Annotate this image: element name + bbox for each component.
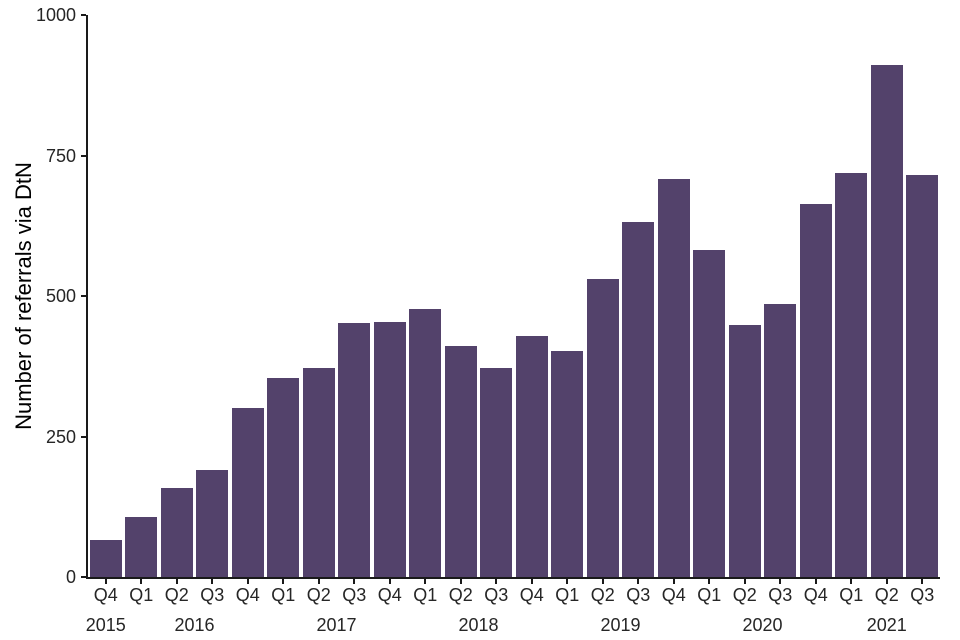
- bar-q3-2019: [622, 222, 655, 577]
- x-tick-label: Q2: [732, 585, 757, 605]
- bar-q4-2016: [231, 407, 264, 577]
- x-axis-tick: [779, 579, 782, 584]
- x-axis-tick: [672, 579, 675, 584]
- x-axis-tick: [921, 579, 924, 584]
- bar-q1-2020: [693, 250, 726, 577]
- bar-q2-2018: [444, 346, 477, 577]
- x-axis-tick: [885, 579, 888, 584]
- bar-q3-2020: [764, 304, 797, 577]
- x-tick-label: Q3: [910, 585, 935, 605]
- x-axis-tick: [814, 579, 817, 584]
- x-tick-label: Q1: [271, 585, 296, 605]
- bar-q1-2018: [409, 308, 442, 577]
- x-axis-tick: [495, 579, 498, 584]
- y-axis-tick: [81, 435, 86, 438]
- x-tick-label: Q4: [519, 585, 544, 605]
- bar-q3-2021: [906, 174, 939, 577]
- x-tick-label: Q2: [164, 585, 189, 605]
- x-tick-label: Q4: [93, 585, 118, 605]
- x-axis-tick: [317, 579, 320, 584]
- x-axis-year-labels: 2015 2016 2017 2018 2019 2020 2021: [85, 614, 940, 636]
- bar-q2-2021: [870, 65, 903, 577]
- y-axis-tick: [81, 154, 86, 157]
- bar-q2-2016: [160, 488, 193, 577]
- x-tick-label: Q2: [448, 585, 473, 605]
- x-axis-tick: [282, 579, 285, 584]
- x-axis-tick: [530, 579, 533, 584]
- y-axis-labels: 0 250 500 750 1000: [0, 5, 79, 587]
- x-axis-tick: [388, 579, 391, 584]
- x-axis-line: [86, 577, 940, 579]
- bar-q2-2019: [586, 279, 619, 577]
- x-tick-label: Q3: [626, 585, 651, 605]
- y-tick-label: 500: [45, 286, 76, 306]
- x-axis-tick: [424, 579, 427, 584]
- bar-q4-2019: [657, 178, 690, 577]
- bar-q3-2017: [338, 322, 371, 577]
- x-tick-label: Q1: [697, 585, 722, 605]
- x-tick-label: Q1: [555, 585, 580, 605]
- bar-q4-2020: [799, 203, 832, 577]
- y-axis-tick: [81, 295, 86, 297]
- x-tick-label: Q1: [129, 585, 154, 605]
- plot-area: [81, 14, 940, 584]
- x-axis-tick: [601, 579, 604, 584]
- year-label-2016: 2016: [174, 615, 215, 635]
- bar-q3-2018: [480, 367, 513, 577]
- x-axis-tick: [175, 579, 178, 584]
- y-axis-line: [86, 15, 88, 579]
- year-label-2020: 2020: [742, 615, 783, 635]
- bar-q2-2020: [728, 325, 761, 577]
- x-tick-label: Q1: [839, 585, 864, 605]
- x-tick-label: Q3: [342, 585, 367, 605]
- x-tick-label: Q4: [235, 585, 260, 605]
- y-tick-label: 250: [45, 426, 76, 447]
- year-label-2018: 2018: [458, 615, 499, 635]
- bars-layer: [88, 15, 940, 577]
- year-label-2017: 2017: [316, 615, 357, 635]
- x-tick-label: Q4: [661, 585, 686, 605]
- bar-q4-2018: [515, 336, 548, 577]
- x-axis-tick: [708, 579, 711, 584]
- y-tick-label: 1000: [35, 5, 76, 25]
- x-tick-label: Q3: [484, 585, 509, 605]
- x-axis-tick: [637, 579, 640, 584]
- x-tick-label: Q2: [590, 585, 615, 605]
- x-tick-label: Q4: [377, 585, 402, 605]
- bar-q4-2017: [373, 321, 406, 577]
- bar-q2-2017: [302, 367, 335, 577]
- year-label-2021: 2021: [866, 615, 907, 635]
- x-axis-tick: [140, 579, 143, 584]
- y-tick-label: 0: [65, 567, 76, 587]
- x-axis-tick: [246, 579, 249, 584]
- x-axis-tick: [566, 579, 569, 584]
- x-tick-label: Q1: [413, 585, 438, 605]
- year-label-2015: 2015: [85, 615, 126, 635]
- x-axis-quarter-labels: Q4 Q1 Q2 Q3 Q4 Q1 Q2 Q3 Q4 Q1 Q2 Q3 Q4 Q1 Q2 Q3 Q4 Q1 Q2 Q3…: [88, 584, 940, 606]
- x-axis-tick: [211, 579, 214, 584]
- bar-q1-2021: [835, 172, 868, 577]
- y-axis-tick: [81, 576, 86, 578]
- x-tick-label: Q2: [874, 585, 899, 605]
- x-axis-tick: [459, 579, 462, 584]
- bar-q1-2017: [267, 378, 300, 577]
- x-axis-tick: [743, 579, 746, 584]
- year-label-2019: 2019: [600, 615, 641, 635]
- bar-q3-2016: [196, 469, 229, 577]
- x-axis-tick: [104, 579, 107, 584]
- y-axis-tick: [81, 14, 86, 16]
- y-tick-label: 750: [45, 145, 76, 166]
- x-tick-label: Q3: [768, 585, 793, 605]
- x-axis-tick: [353, 579, 356, 584]
- x-axis-tick: [850, 579, 853, 584]
- bar-q1-2016: [125, 517, 158, 577]
- x-tick-label: Q2: [306, 585, 331, 605]
- x-tick-label: Q3: [200, 585, 225, 605]
- bar-q4-2015: [89, 540, 122, 577]
- x-tick-label: Q4: [803, 585, 828, 605]
- bar-q1-2019: [551, 350, 584, 577]
